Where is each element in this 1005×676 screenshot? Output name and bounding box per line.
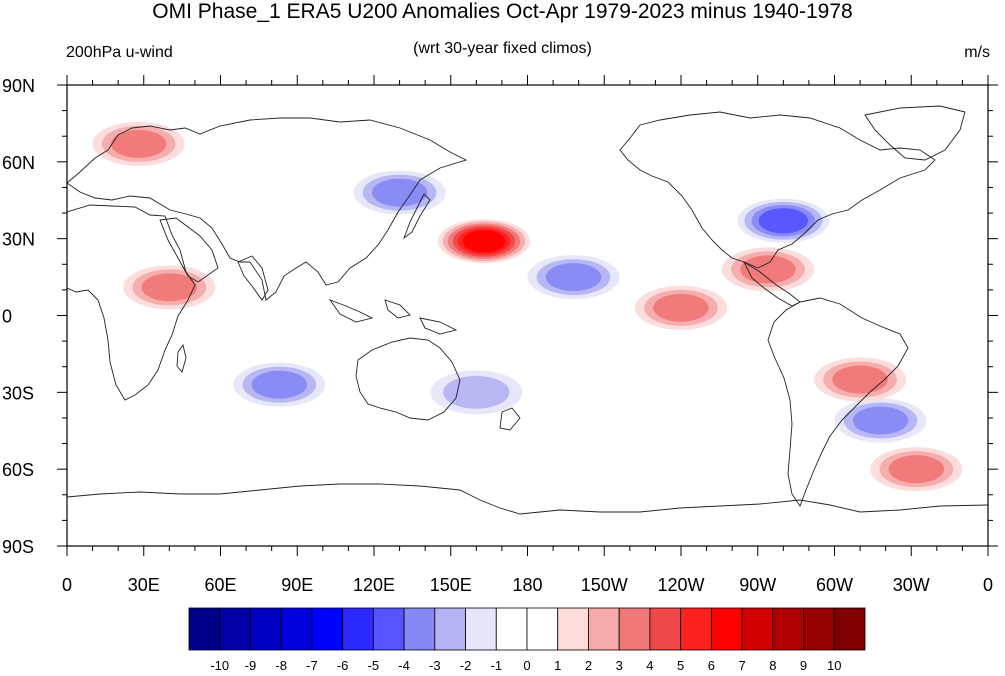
lat-label: 90S bbox=[2, 537, 34, 557]
lon-label: 90E bbox=[281, 575, 313, 595]
lon-label: 150E bbox=[430, 575, 472, 595]
lon-label: 120W bbox=[657, 575, 704, 595]
colorbar-box bbox=[372, 607, 405, 651]
lon-label: 30E bbox=[128, 575, 160, 595]
lat-label: 30S bbox=[2, 383, 34, 403]
colorbar-box bbox=[588, 607, 620, 651]
lon-label: 0 bbox=[983, 575, 993, 595]
anomaly-contour-6-3 bbox=[371, 178, 428, 207]
lon-label: 30W bbox=[893, 575, 930, 595]
map-axis-labels: 90N 60N 30N 0 30S 60S 90S 0 30E 60E 90E 120E 150E 180… bbox=[2, 76, 993, 595]
anomaly-contour-4-3 bbox=[251, 370, 308, 399]
anomaly-contour-5-3 bbox=[545, 263, 602, 292]
anomaly-contour-7-3 bbox=[852, 406, 909, 435]
colorbar-box bbox=[311, 607, 344, 651]
colorbar-label: -10 bbox=[210, 658, 229, 673]
colorbar-label: 5 bbox=[677, 658, 684, 673]
colorbar-label: -7 bbox=[306, 658, 318, 673]
colorbar-box bbox=[188, 607, 221, 651]
lon-label: 60E bbox=[204, 575, 236, 595]
lon-label: 150W bbox=[581, 575, 628, 595]
colorbar-box bbox=[557, 607, 589, 651]
map-frame bbox=[66, 84, 989, 547]
anomaly-contour-0-6 bbox=[462, 229, 506, 253]
colorbar-label: 10 bbox=[827, 658, 841, 673]
colorbar-label: -8 bbox=[275, 658, 287, 673]
lon-label: 90W bbox=[739, 575, 776, 595]
colorbar-box bbox=[434, 607, 466, 651]
colorbar-box bbox=[342, 607, 374, 651]
colorbar-label: 0 bbox=[523, 658, 530, 673]
colorbar-label: -4 bbox=[398, 658, 410, 673]
colorbar-box bbox=[710, 607, 743, 651]
colorbar-box bbox=[403, 607, 436, 651]
colorbar-label: -5 bbox=[368, 658, 380, 673]
anomaly-contour-1-3 bbox=[141, 273, 198, 302]
colorbar: -10 -9 -8 -7 -6 -5 -4 -3 -2 -1 0 1 2 3 4 5 6 7 8 9 10 bbox=[188, 607, 866, 673]
subtitle: (wrt 30-year fixed climos) bbox=[413, 40, 592, 57]
colorbar-box bbox=[618, 607, 651, 651]
map-ticks bbox=[57, 75, 998, 556]
lat-label: 30N bbox=[2, 230, 35, 250]
colorbar-box bbox=[280, 607, 313, 651]
lat-label: 90N bbox=[2, 76, 35, 96]
lat-label: 60S bbox=[2, 460, 34, 480]
colorbar-box bbox=[495, 607, 528, 651]
colorbar-box bbox=[680, 607, 712, 651]
colorbar-label: 4 bbox=[646, 658, 653, 673]
colorbar-label: 8 bbox=[769, 658, 776, 673]
colorbar-label: 2 bbox=[585, 658, 592, 673]
chart-title: OMI Phase_1 ERA5 U200 Anomalies Oct-Apr … bbox=[152, 0, 853, 23]
anomaly-shading bbox=[92, 121, 963, 492]
anomaly-contour-8-3 bbox=[740, 255, 796, 284]
colorbar-box bbox=[772, 607, 804, 651]
anomaly-contour-9-3 bbox=[653, 293, 709, 322]
anomaly-contour-11-3 bbox=[888, 455, 945, 484]
lat-label: 0 bbox=[2, 307, 12, 327]
colorbar-label: -1 bbox=[490, 658, 502, 673]
colorbar-label: -2 bbox=[460, 658, 472, 673]
lon-label: 120E bbox=[353, 575, 395, 595]
coastlines bbox=[67, 105, 988, 515]
units-label: m/s bbox=[964, 44, 990, 61]
lat-label: 60N bbox=[2, 153, 35, 173]
colorbar-box bbox=[219, 607, 251, 651]
colorbar-label: 1 bbox=[554, 658, 561, 673]
lon-label: 180 bbox=[512, 575, 542, 595]
colorbar-label: 7 bbox=[738, 658, 745, 673]
colorbar-box bbox=[465, 607, 497, 651]
colorbar-box bbox=[250, 607, 282, 651]
colorbar-label: -3 bbox=[429, 658, 441, 673]
colorbar-box bbox=[741, 607, 774, 651]
colorbar-label: 9 bbox=[800, 658, 807, 673]
colorbar-label: 6 bbox=[708, 658, 715, 673]
colorbar-box bbox=[526, 607, 559, 651]
anomaly-contour-2-3 bbox=[110, 129, 167, 158]
variable-label: 200hPa u-wind bbox=[66, 44, 173, 61]
colorbar-label: -6 bbox=[337, 658, 349, 673]
colorbar-box bbox=[649, 607, 682, 651]
anomaly-contour-10-3 bbox=[832, 365, 888, 394]
lon-label: 60W bbox=[816, 575, 853, 595]
colorbar-box bbox=[833, 607, 866, 651]
anomaly-contour-3-4 bbox=[758, 208, 808, 234]
colorbar-box bbox=[803, 607, 835, 651]
lon-label: 0 bbox=[62, 575, 72, 595]
anomaly-contour-12-2 bbox=[443, 375, 510, 409]
colorbar-label: 3 bbox=[616, 658, 623, 673]
colorbar-label: -9 bbox=[245, 658, 257, 673]
